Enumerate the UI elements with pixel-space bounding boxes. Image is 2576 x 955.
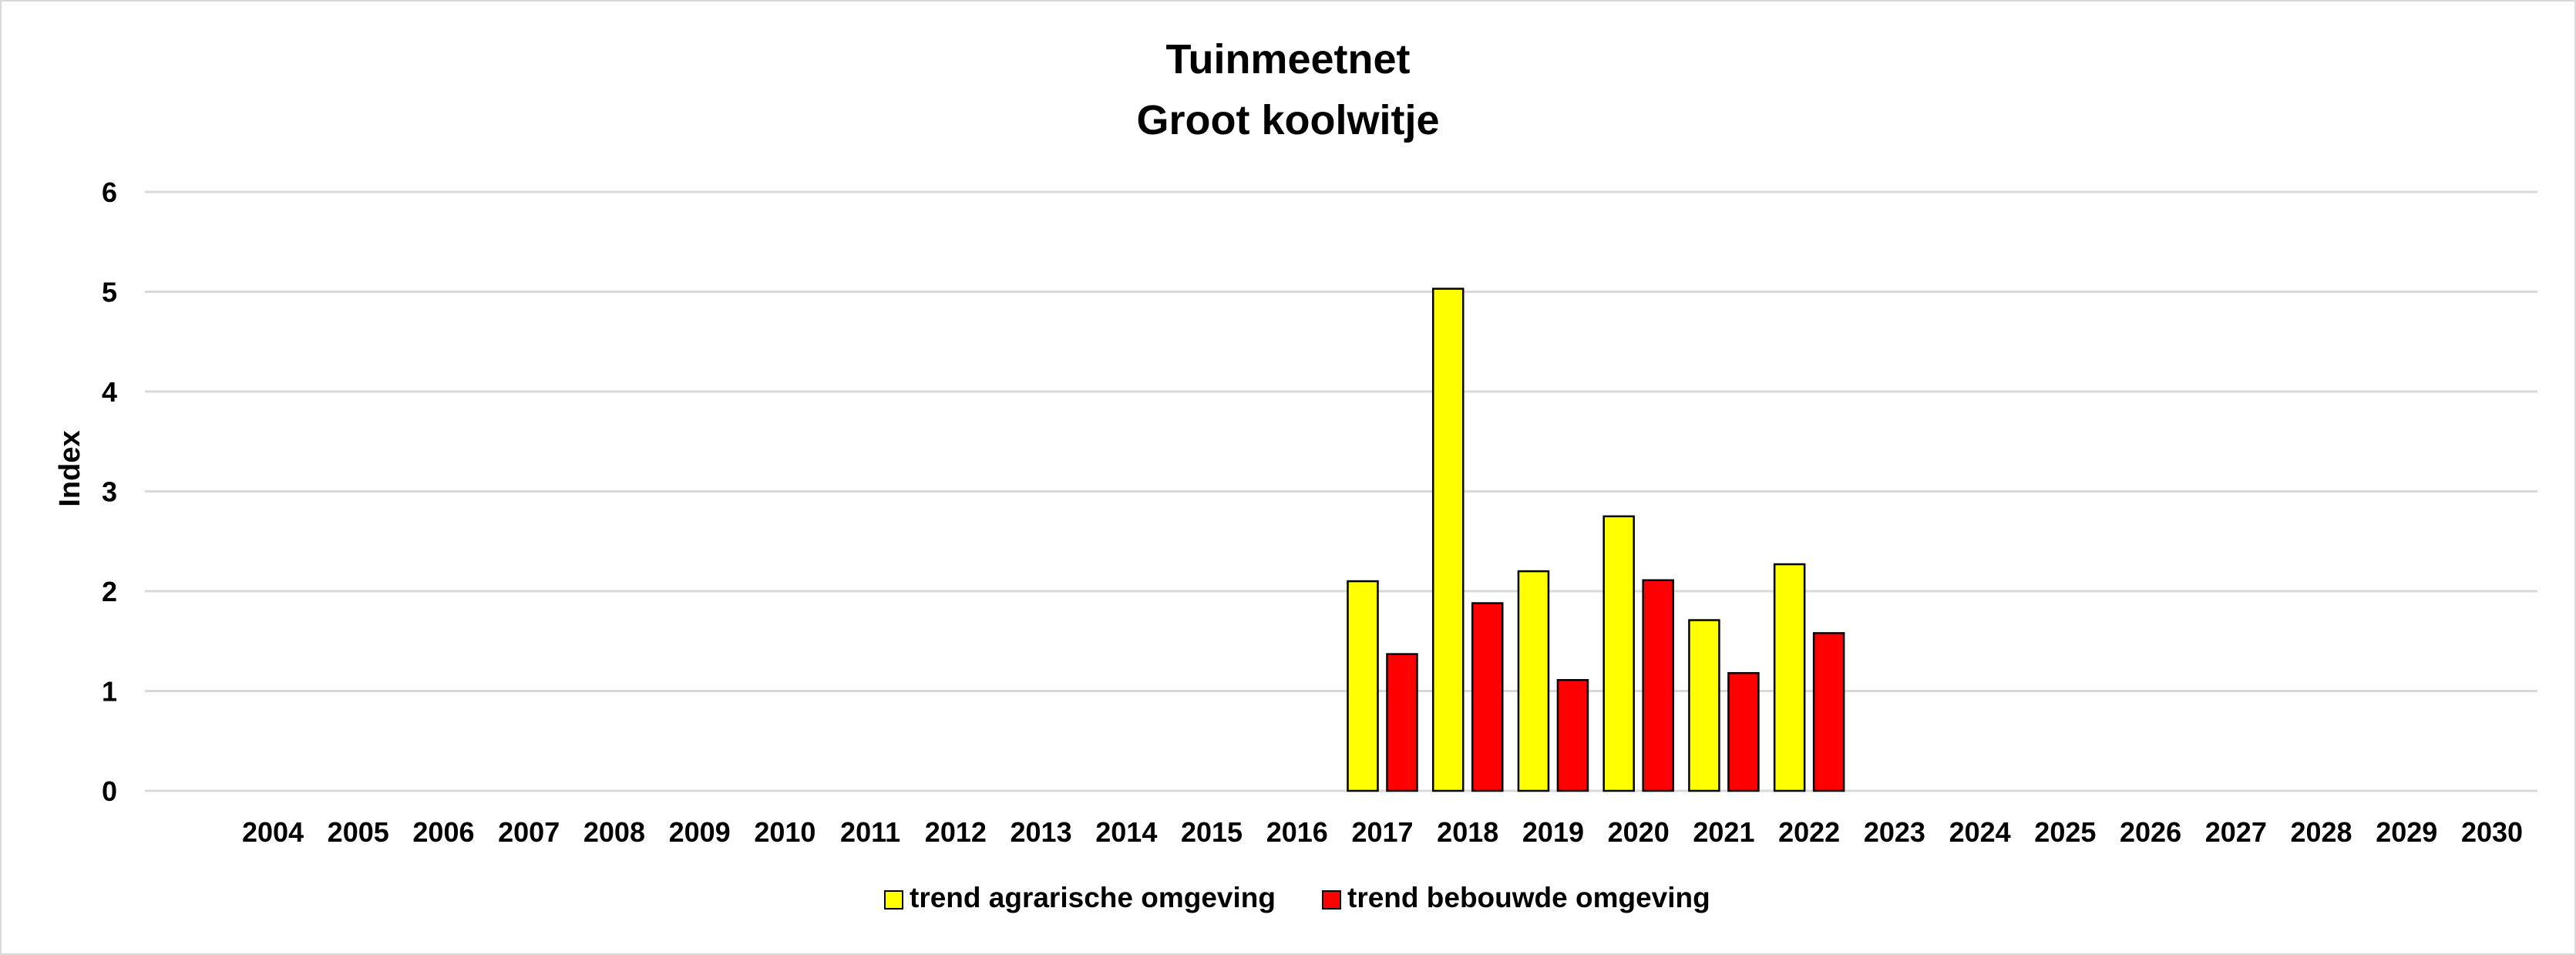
- x-tick-label: 2012: [925, 816, 987, 848]
- x-tick-label: 2026: [2120, 816, 2181, 848]
- bar: [1773, 563, 1806, 792]
- y-tick-label: 1: [102, 676, 117, 708]
- x-tick-label: 2018: [1437, 816, 1498, 848]
- bar: [1471, 602, 1504, 792]
- x-tick-label: 2010: [754, 816, 816, 848]
- x-tick-label: 2028: [2290, 816, 2352, 848]
- x-tick-label: 2006: [412, 816, 474, 848]
- x-tick-label: 2004: [242, 816, 304, 848]
- x-tick-label: 2020: [1608, 816, 1670, 848]
- x-tick-label: 2007: [498, 816, 560, 848]
- bar: [1727, 671, 1760, 792]
- x-tick-label: 2027: [2205, 816, 2267, 848]
- bar: [1812, 632, 1845, 792]
- bar: [1431, 288, 1465, 792]
- x-tick-label: 2019: [1522, 816, 1584, 848]
- x-tick-label: 2016: [1266, 816, 1328, 848]
- x-tick-label: 2011: [840, 816, 900, 848]
- y-axis-ticks: 0 1 2 3 4 5 6: [102, 177, 117, 807]
- x-tick-label: 2017: [1351, 816, 1413, 848]
- x-tick-label: 2014: [1095, 816, 1157, 848]
- bar: [1517, 570, 1550, 792]
- y-tick-label: 6: [102, 177, 117, 208]
- legend-swatch: [1322, 890, 1341, 910]
- bars: [1347, 288, 1845, 792]
- x-tick-label: 2024: [1949, 816, 2011, 848]
- bar: [1602, 515, 1635, 792]
- bar: [1386, 653, 1418, 792]
- x-tick-label: 2009: [669, 816, 731, 848]
- chart-subtitle: Groot koolwitje: [1136, 97, 1439, 143]
- y-tick-label: 4: [102, 376, 117, 408]
- x-tick-label: 2029: [2376, 816, 2437, 848]
- bar: [1642, 579, 1674, 792]
- x-tick-label: 2013: [1011, 816, 1072, 848]
- x-tick-label: 2021: [1693, 816, 1754, 848]
- x-tick-label: 2025: [2034, 816, 2096, 848]
- legend-label: trend agrarische omgeving: [910, 882, 1276, 913]
- y-axis-title: Index: [54, 430, 86, 506]
- y-tick-label: 3: [102, 476, 117, 508]
- bar: [1688, 619, 1720, 792]
- bar: [1347, 580, 1379, 792]
- x-tick-label: 2015: [1181, 816, 1243, 848]
- gridlines: [145, 190, 2537, 792]
- y-tick-label: 0: [102, 775, 117, 807]
- x-axis-ticks: 2004 2005 2006 2007 2008 2009 2010 2011 2012 2013…: [242, 816, 2523, 848]
- bar: [1556, 679, 1589, 792]
- y-tick-label: 5: [102, 277, 117, 308]
- x-tick-label: 2005: [328, 816, 389, 848]
- legend: trend agrarische omgeving trend bebouwde …: [884, 882, 1710, 913]
- legend-swatch: [884, 890, 903, 910]
- x-tick-label: 2023: [1864, 816, 1925, 848]
- x-tick-label: 2022: [1778, 816, 1840, 848]
- legend-label: trend bebouwde omgeving: [1347, 882, 1710, 913]
- y-tick-label: 2: [102, 576, 117, 607]
- x-tick-label: 2008: [583, 816, 645, 848]
- chart-title: Tuinmeetnet: [1165, 36, 1410, 82]
- x-tick-label: 2030: [2461, 816, 2523, 848]
